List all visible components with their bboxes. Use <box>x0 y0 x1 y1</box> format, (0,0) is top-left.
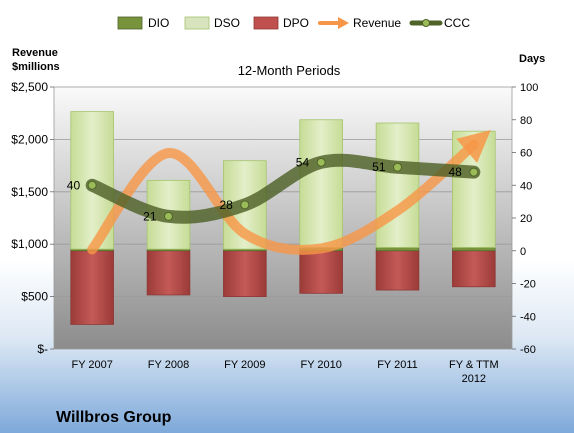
left-tick-label: $2,000 <box>11 132 48 146</box>
left-tick-label: $2,500 <box>11 80 48 94</box>
right-tick-label: 80 <box>520 115 532 127</box>
left-axis-label-line1: Revenue <box>12 47 58 59</box>
plot-area <box>53 86 513 350</box>
bar-dpo <box>299 250 343 294</box>
x-tick-label: FY 2011 <box>377 359 418 371</box>
x-axis: FY 2007 FY 2008 FY 2009 FY 2010 FY 2011 FY & … <box>71 359 498 385</box>
bar-dio <box>375 247 420 252</box>
legend-symbol-revenue <box>318 17 349 29</box>
legend-swatch-dio <box>117 16 143 30</box>
bar-dso <box>375 122 420 248</box>
left-axis-label-line2: $millions <box>12 61 60 73</box>
ccc-point <box>87 180 97 190</box>
left-tick-label: $- <box>37 342 48 356</box>
ccc-data-label: 21 <box>143 209 157 223</box>
bar-dpo <box>146 250 191 296</box>
x-tick-label: FY 2007 <box>71 359 112 371</box>
bar-dpo <box>375 250 420 291</box>
ccc-point <box>316 157 326 167</box>
legend-label-revenue: Revenue <box>353 16 401 30</box>
x-tick-label: FY 2009 <box>224 359 265 371</box>
revenue-line <box>87 129 491 255</box>
right-axis: -60 -40 -20 0 20 40 60 80 100 <box>512 82 538 356</box>
ccc-data-label: 28 <box>219 198 233 212</box>
x-tick-label: FY & TTM <box>449 359 499 371</box>
legend-swatch-dpo <box>253 16 279 30</box>
ccc-data-label: 54 <box>296 155 310 169</box>
left-tick-label: $1,500 <box>11 185 48 199</box>
right-tick-label: 60 <box>520 148 532 160</box>
x-tick-label: 2012 <box>462 373 486 385</box>
x-tick-label: FY 2008 <box>148 359 189 371</box>
legend-symbol-ccc <box>409 19 443 27</box>
ccc-point <box>469 167 479 177</box>
legend-label-dpo: DPO <box>283 16 309 30</box>
lines: 40 21 28 54 51 48 <box>67 129 491 255</box>
right-tick-label: -20 <box>520 279 536 291</box>
legend-label-dso: DSO <box>214 16 240 30</box>
chart-title: 12-Month Periods <box>238 63 341 78</box>
legend-swatch-dso <box>184 16 210 30</box>
legend-label-ccc: CCC <box>444 16 470 30</box>
right-tick-label: 20 <box>520 213 532 225</box>
bar-dpo <box>452 250 496 288</box>
legend-label-dio: DIO <box>148 16 169 30</box>
left-tick-label: $1,000 <box>11 237 48 251</box>
right-tick-label: 40 <box>520 180 532 192</box>
bar-dpo <box>70 250 114 325</box>
ccc-data-label: 40 <box>67 178 81 192</box>
company-name: Willbros Group <box>56 409 172 426</box>
ccc-data-label: 48 <box>448 165 462 179</box>
right-tick-label: 100 <box>520 82 538 94</box>
bar-dso <box>299 119 343 248</box>
right-tick-label: -60 <box>520 344 536 356</box>
ccc-point <box>393 162 402 172</box>
x-tick-label: FY 2010 <box>300 359 341 371</box>
ccc-data-label: 51 <box>372 160 386 174</box>
legend: DIO DSO DPO Revenue CCC <box>117 16 470 30</box>
left-tick-label: $500 <box>21 290 48 304</box>
ccc-point <box>164 211 173 221</box>
ccc-point <box>240 200 250 210</box>
left-axis: $- $500 $1,000 $1,500 $2,000 $2,500 <box>11 80 54 356</box>
right-tick-label: -40 <box>520 311 536 323</box>
right-axis-label: Days <box>519 53 545 65</box>
bar-dio <box>452 247 496 252</box>
right-tick-label: 0 <box>520 246 526 258</box>
bar-dpo <box>223 250 267 297</box>
